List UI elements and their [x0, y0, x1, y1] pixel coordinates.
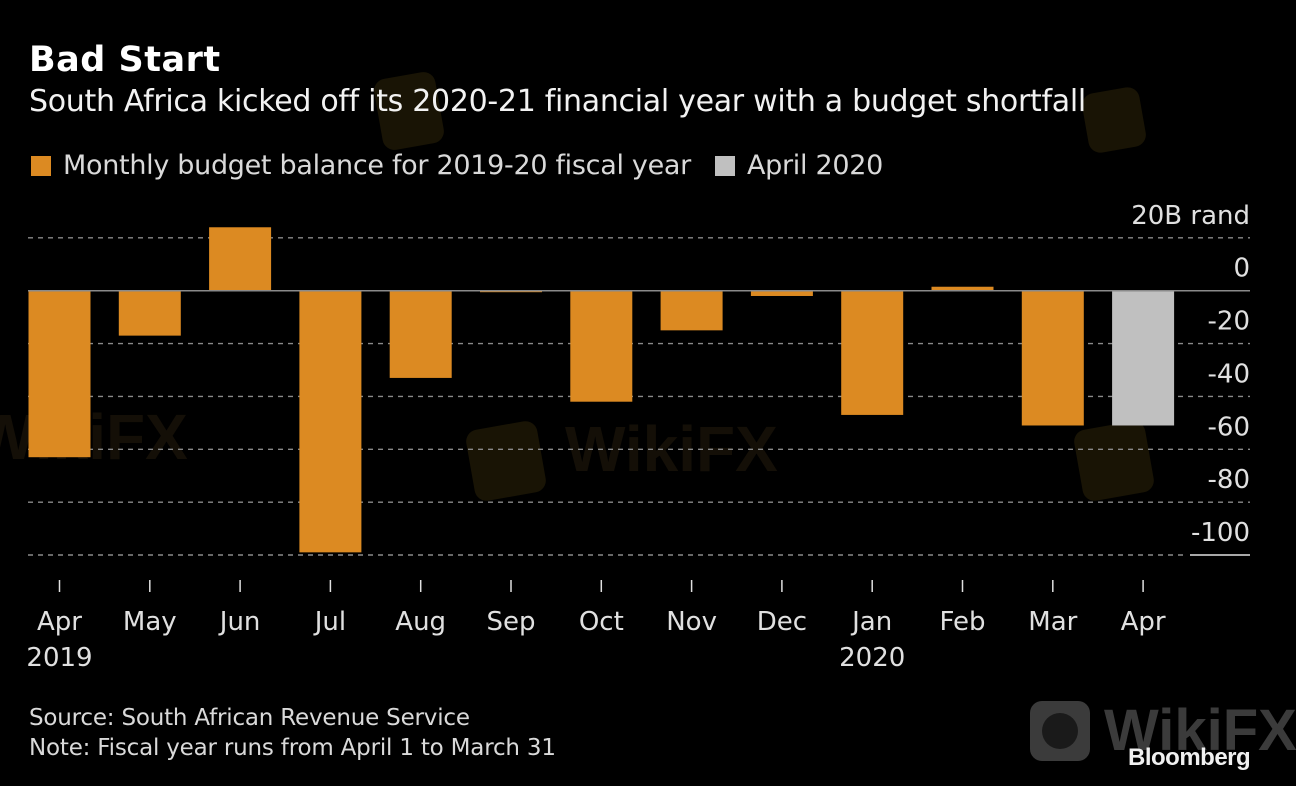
bar-may-1: [118, 290, 181, 336]
y-tick-label: -20: [1208, 307, 1250, 337]
bar-nov-7: [660, 290, 723, 331]
y-tick-label: 20B rand: [1131, 201, 1250, 231]
legend-label: Monthly budget balance for 2019-20 fisca…: [63, 150, 691, 181]
legend: Monthly budget balance for 2019-20 fisca…: [31, 150, 907, 181]
x-tick-label: Dec: [757, 607, 807, 637]
bar-feb-10: [931, 286, 994, 291]
x-tick-label: Aug: [395, 607, 446, 637]
chart-title: Bad Start: [29, 40, 221, 80]
bar-jul-3: [299, 290, 362, 553]
legend-item-fiscal-2019-20: Monthly budget balance for 2019-20 fisca…: [31, 150, 691, 181]
x-year-label: 2020: [839, 643, 905, 673]
x-tick-label: Sep: [486, 607, 535, 637]
footer: Source: South African Revenue Service No…: [29, 703, 556, 763]
y-tick-label: -100: [1191, 518, 1250, 548]
bars: [28, 227, 1175, 553]
x-axis: Apr 2019 May Jun Jul Aug Sep Oct Nov Dec Jan 2020 Fe…: [26, 580, 1166, 673]
y-tick-label: -60: [1208, 412, 1250, 442]
bar-apr-12: [1112, 290, 1175, 426]
legend-item-april-2020: April 2020: [714, 150, 883, 181]
bloomberg-logo: Bloomberg: [1128, 744, 1251, 771]
wikifx-logo-icon: [1030, 700, 1090, 761]
chart-subtitle: South Africa kicked off its 2020-21 fina…: [29, 84, 1086, 119]
source-note: Source: South African Revenue Service: [29, 705, 470, 731]
bar-apr-0: [28, 290, 91, 458]
y-tick-label: 0: [1233, 254, 1250, 284]
x-tick-label: Feb: [939, 607, 985, 637]
x-tick-label: Apr: [1121, 607, 1166, 637]
fiscal-note: Note: Fiscal year runs from April 1 to M…: [29, 735, 556, 761]
legend-label: April 2020: [746, 150, 883, 181]
x-tick-label: Jun: [218, 607, 261, 637]
x-tick-label: Apr: [37, 607, 82, 637]
x-tick-label: May: [123, 607, 177, 637]
watermark-wikifx: WikiFX: [1030, 697, 1296, 764]
y-tick-label: -40: [1208, 359, 1250, 389]
legend-swatch-orange: [31, 155, 51, 176]
bar-oct-6: [570, 290, 633, 402]
x-tick-label: Nov: [666, 607, 717, 637]
bar-aug-4: [389, 290, 452, 378]
y-axis: 20B rand 0 -20 -40 -60 -80 -100: [1131, 201, 1250, 548]
bar-jun-2: [209, 227, 272, 291]
x-tick-label: Jan: [850, 607, 892, 637]
watermark-wikifx-text: WikiFX: [1104, 698, 1296, 763]
y-tick-label: -80: [1208, 465, 1250, 495]
x-tick-label: Jul: [313, 607, 346, 637]
legend-swatch-gray: [714, 155, 735, 176]
x-tick-label: Mar: [1028, 607, 1077, 637]
x-tick-label: Oct: [579, 607, 624, 637]
bar-mar-11: [1021, 290, 1084, 426]
bar-dec-8: [750, 290, 813, 296]
x-year-label: 2019: [26, 643, 92, 673]
bar-jan-9: [841, 290, 904, 415]
